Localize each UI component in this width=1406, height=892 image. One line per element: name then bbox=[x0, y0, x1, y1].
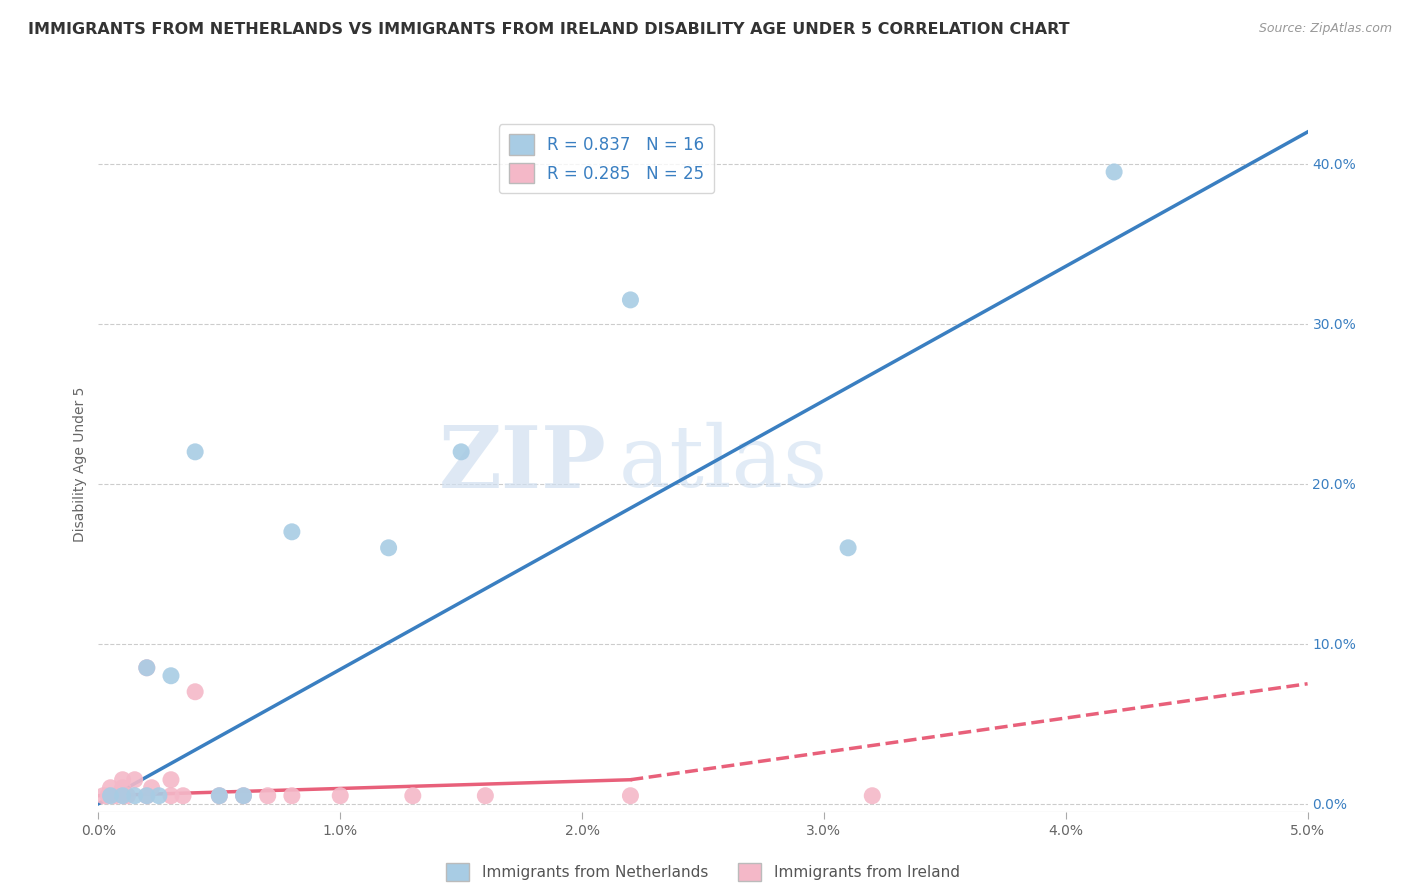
Text: Source: ZipAtlas.com: Source: ZipAtlas.com bbox=[1258, 22, 1392, 36]
Point bbox=[402, 789, 425, 803]
Point bbox=[117, 789, 139, 803]
Point bbox=[111, 789, 134, 803]
Point bbox=[184, 445, 207, 459]
Point bbox=[148, 789, 170, 803]
Point bbox=[124, 772, 146, 787]
Point bbox=[450, 445, 472, 459]
Text: ZIP: ZIP bbox=[439, 422, 606, 506]
Point bbox=[160, 772, 183, 787]
Text: atlas: atlas bbox=[619, 422, 828, 506]
Point bbox=[91, 789, 114, 803]
Point bbox=[474, 789, 496, 803]
Point bbox=[124, 789, 146, 803]
Point bbox=[111, 772, 134, 787]
Point bbox=[256, 789, 278, 803]
Point bbox=[619, 789, 641, 803]
Point bbox=[135, 789, 157, 803]
Point bbox=[232, 789, 254, 803]
Point bbox=[172, 789, 194, 803]
Point bbox=[97, 789, 120, 803]
Point bbox=[111, 789, 134, 803]
Point bbox=[160, 669, 183, 683]
Point bbox=[111, 780, 134, 795]
Point bbox=[837, 541, 859, 555]
Point bbox=[141, 780, 163, 795]
Y-axis label: Disability Age Under 5: Disability Age Under 5 bbox=[73, 386, 87, 541]
Point bbox=[232, 789, 254, 803]
Point bbox=[135, 661, 157, 675]
Point bbox=[619, 293, 641, 307]
Point bbox=[329, 789, 352, 803]
Point bbox=[135, 661, 157, 675]
Point bbox=[281, 524, 304, 539]
Point bbox=[135, 789, 157, 803]
Point bbox=[208, 789, 231, 803]
Point bbox=[100, 789, 122, 803]
Point bbox=[160, 789, 183, 803]
Text: IMMIGRANTS FROM NETHERLANDS VS IMMIGRANTS FROM IRELAND DISABILITY AGE UNDER 5 CO: IMMIGRANTS FROM NETHERLANDS VS IMMIGRANT… bbox=[28, 22, 1070, 37]
Point bbox=[377, 541, 399, 555]
Point bbox=[184, 685, 207, 699]
Point bbox=[1102, 165, 1125, 179]
Point bbox=[100, 780, 122, 795]
Point bbox=[208, 789, 231, 803]
Legend: Immigrants from Netherlands, Immigrants from Ireland: Immigrants from Netherlands, Immigrants … bbox=[440, 856, 966, 888]
Point bbox=[104, 789, 127, 803]
Point bbox=[281, 789, 304, 803]
Point bbox=[860, 789, 883, 803]
